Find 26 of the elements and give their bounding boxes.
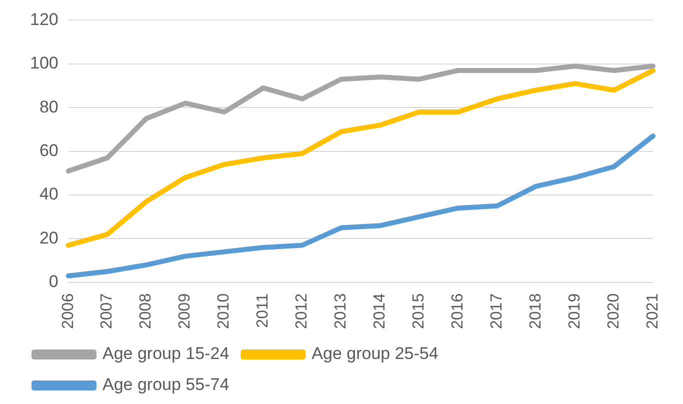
x-tick-label: 2017 bbox=[488, 293, 506, 329]
x-tick-label: 2011 bbox=[254, 293, 272, 328]
legend-label: Age group 25-54 bbox=[312, 344, 438, 364]
x-tick-label: 2020 bbox=[605, 293, 622, 329]
x-tick-label: 2015 bbox=[410, 293, 428, 329]
x-tick-label: 2019 bbox=[566, 293, 584, 329]
x-tick-label: 2018 bbox=[527, 293, 544, 329]
x-tick-label: 2014 bbox=[372, 293, 389, 329]
y-tick-label: 20 bbox=[39, 228, 58, 248]
x-tick-label: 2009 bbox=[176, 293, 194, 329]
x-tick-label: 2006 bbox=[60, 293, 77, 329]
y-tick-label: 80 bbox=[39, 97, 58, 116]
x-tick-label: 2012 bbox=[294, 293, 311, 329]
y-tick-label: 60 bbox=[39, 140, 58, 160]
legend-label: Age group 15-24 bbox=[102, 344, 230, 364]
y-tick-label: 120 bbox=[30, 10, 58, 29]
x-tick-label: 2010 bbox=[216, 293, 233, 329]
x-tick-label: 2008 bbox=[138, 293, 155, 329]
x-tick-label: 2021 bbox=[644, 293, 662, 329]
x-tick-label: 2013 bbox=[332, 293, 350, 329]
y-tick-label: 100 bbox=[30, 54, 58, 73]
legend-label: Age group 55-74 bbox=[102, 375, 230, 394]
y-tick-label: 0 bbox=[48, 272, 58, 292]
x-tick-label: 2016 bbox=[450, 293, 467, 329]
y-tick-label: 40 bbox=[39, 184, 58, 204]
x-tick-label: 2007 bbox=[98, 293, 116, 329]
